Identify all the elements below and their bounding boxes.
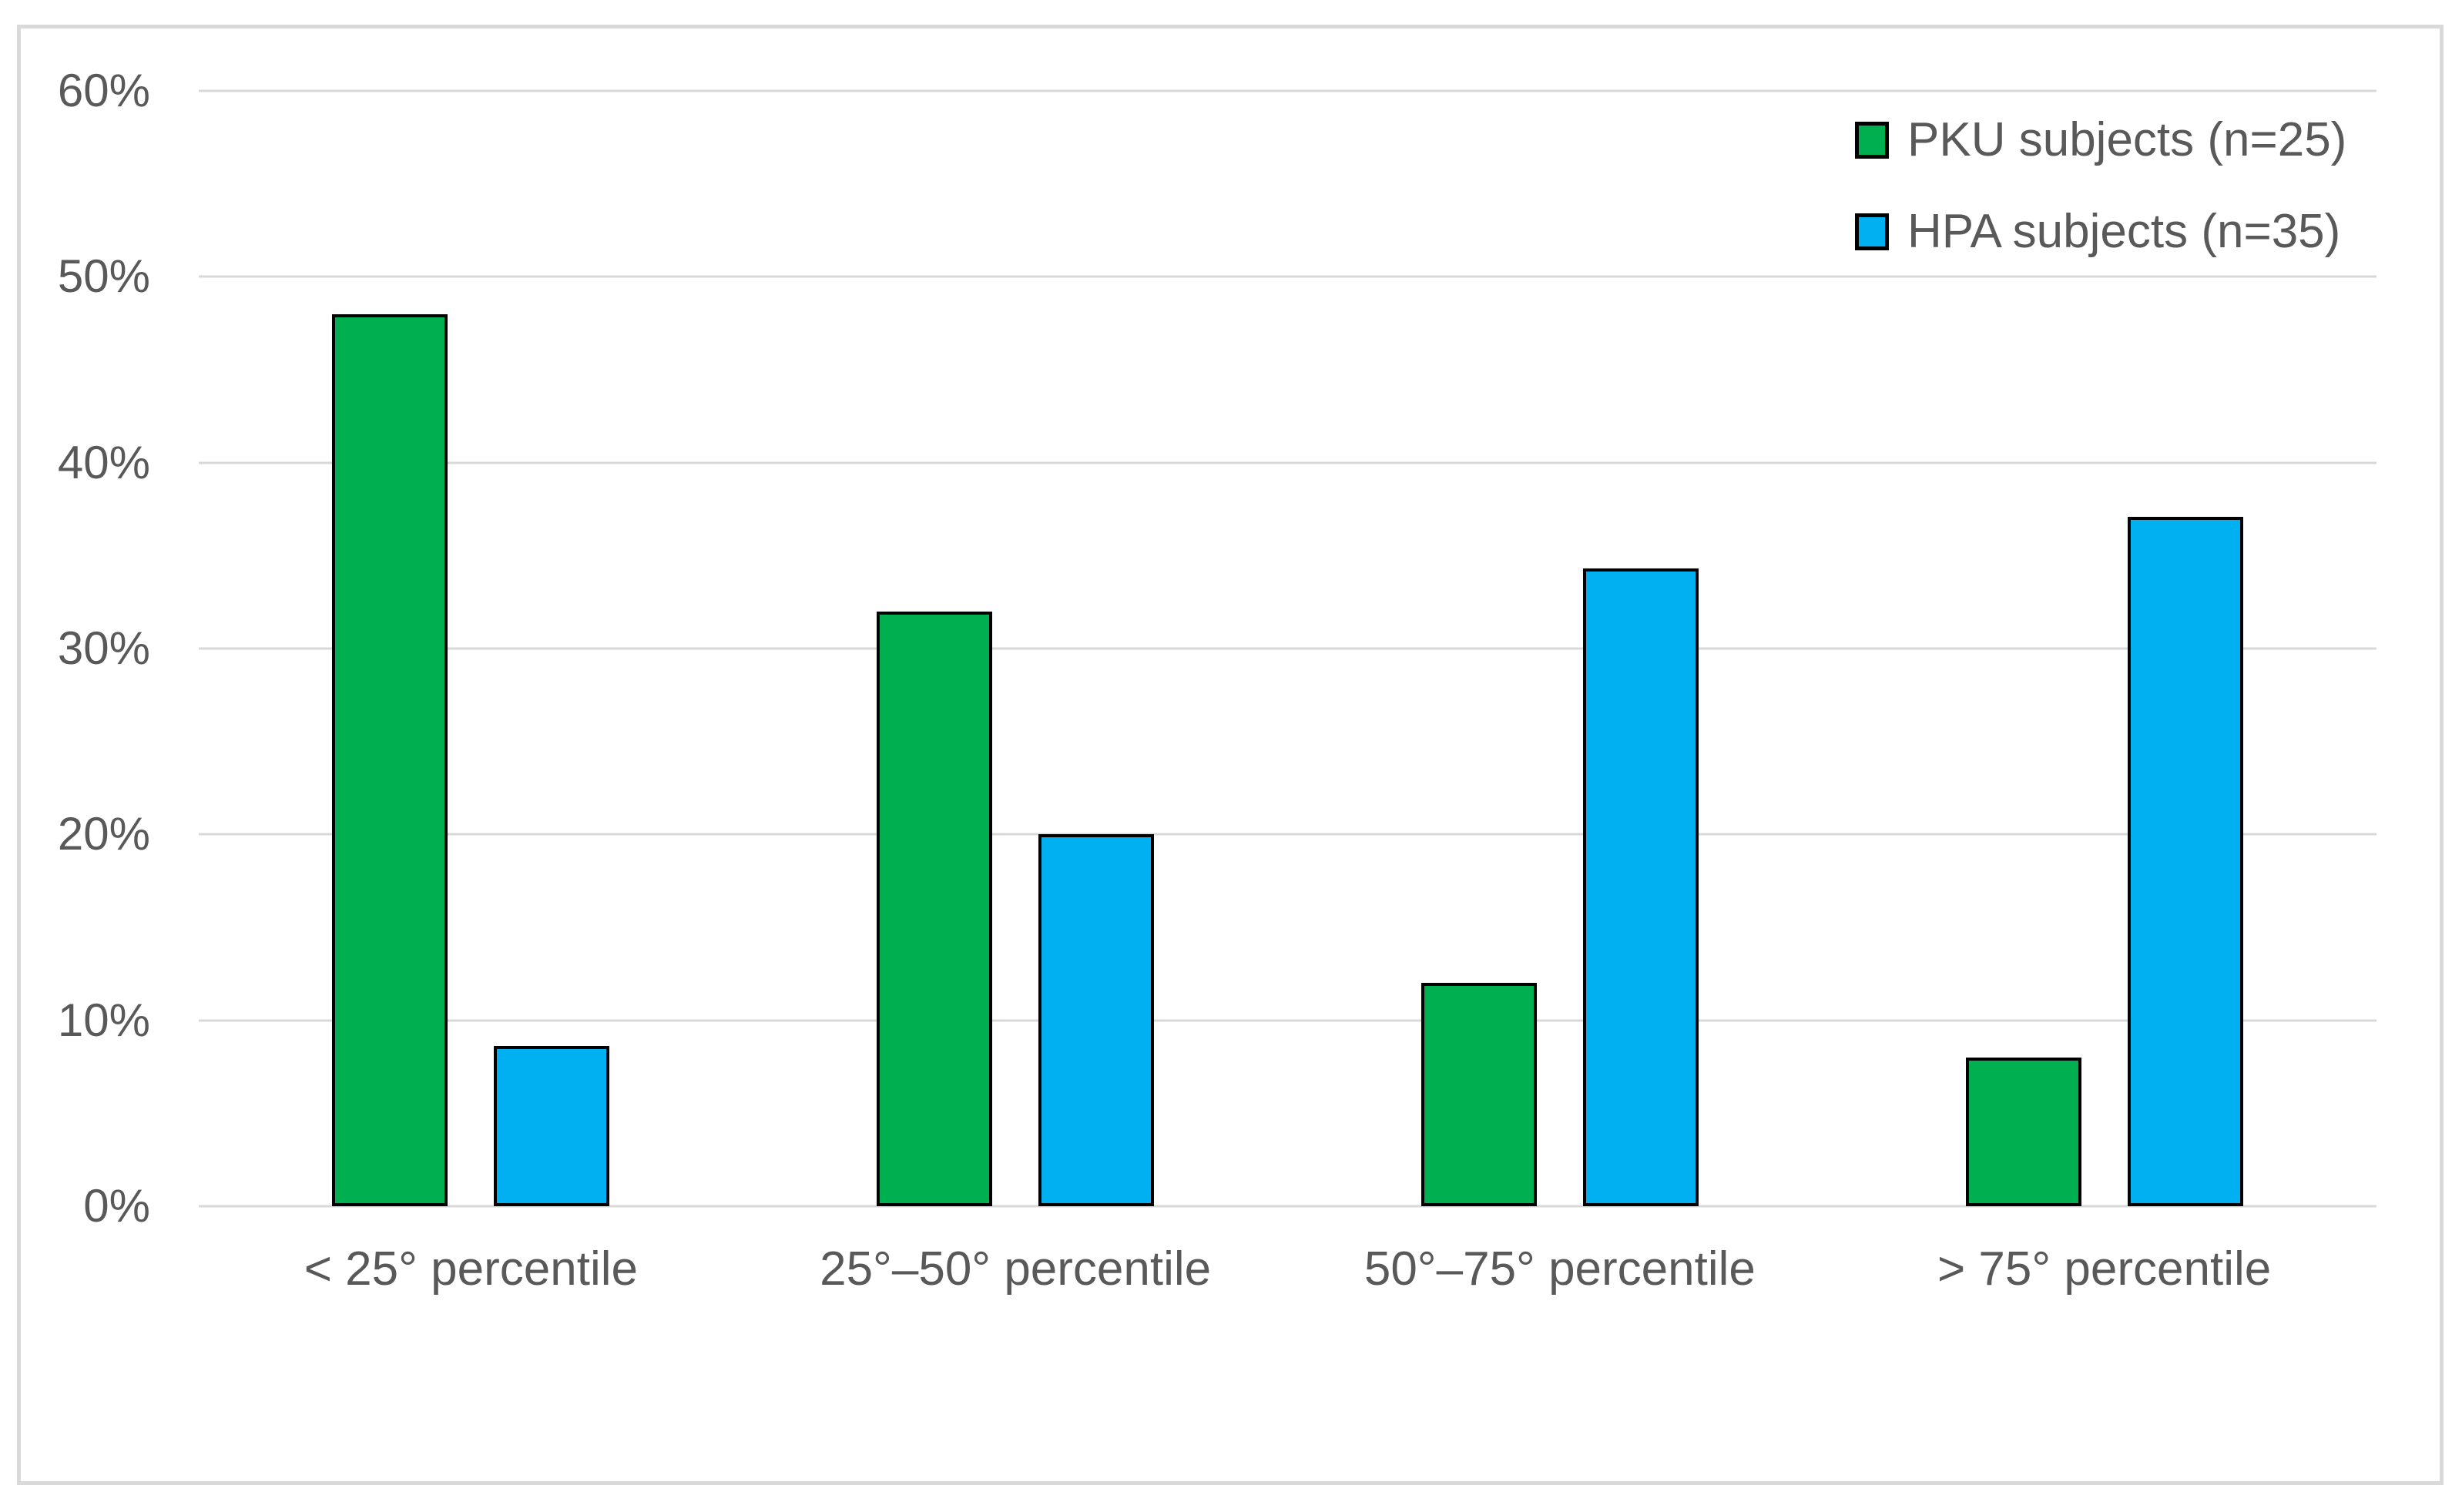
y-tick-label-50: 50%: [57, 250, 150, 303]
bar-group-2: [1288, 91, 1833, 1206]
bar-pku-group-2: [1421, 983, 1537, 1206]
gridline-10: [199, 1019, 2376, 1022]
bar-hpa-group-3: [2127, 516, 2243, 1206]
bar-group-1: [743, 91, 1288, 1206]
gridline-30: [199, 647, 2376, 650]
legend: PKU subjects (n=25) HPA subjects (n=35): [1855, 112, 2346, 259]
legend-swatch-icon: [1855, 121, 1889, 159]
bar-group-0: [199, 91, 743, 1206]
y-axis: 0% 10% 20% 30% 40% 50% 60%: [23, 68, 150, 1229]
y-tick-label-20: 20%: [57, 808, 150, 860]
legend-item-pku: PKU subjects (n=25): [1855, 112, 2346, 167]
legend-item-hpa: HPA subjects (n=35): [1855, 204, 2346, 259]
gridline-50: [199, 275, 2376, 278]
legend-label: PKU subjects (n=25): [1907, 113, 2347, 166]
bar-pku-group-0: [332, 313, 448, 1206]
gridline-20: [199, 833, 2376, 836]
x-axis-label-1: 25°–50° percentile: [820, 1242, 1212, 1296]
bar-pku-group-3: [1965, 1057, 2081, 1206]
bar-groups: [199, 91, 2376, 1206]
gridline-0: [199, 1205, 2376, 1208]
x-axis-label-0: < 25° percentile: [304, 1242, 638, 1296]
bar-group-3: [1832, 91, 2376, 1206]
gridline-60: [199, 89, 2376, 92]
y-tick-label-30: 30%: [57, 622, 150, 674]
x-axis-label-2: 50°–75° percentile: [1363, 1242, 1756, 1296]
y-tick-label-0: 0%: [83, 1180, 150, 1232]
bar-pku-group-1: [877, 611, 993, 1206]
legend-swatch-icon: [1855, 213, 1889, 250]
bar-hpa-group-0: [494, 1046, 610, 1206]
y-tick-label-40: 40%: [57, 436, 150, 488]
y-tick-label-60: 60%: [57, 65, 150, 116]
y-tick-label-10: 10%: [57, 994, 150, 1046]
bar-hpa-group-2: [1582, 568, 1699, 1206]
x-axis: < 25° percentile 25°–50° percentile 50°–75…: [199, 1242, 2376, 1296]
gridline-40: [199, 461, 2376, 464]
plot-area: [199, 89, 2376, 1208]
legend-label: HPA subjects (n=35): [1907, 205, 2341, 258]
bar-hpa-group-1: [1038, 834, 1155, 1206]
x-axis-label-3: > 75° percentile: [1937, 1242, 2272, 1296]
